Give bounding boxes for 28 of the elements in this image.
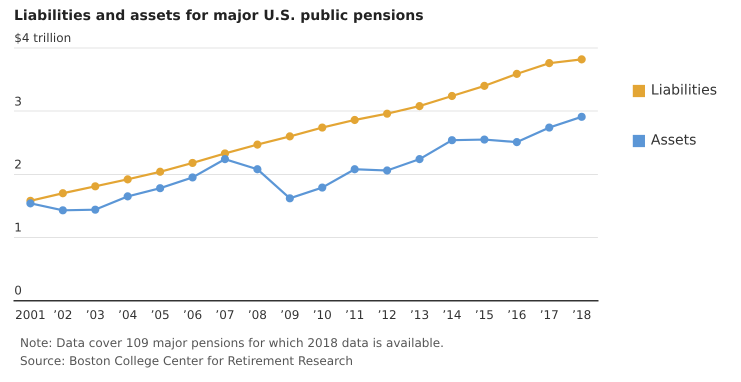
x-tick-label: ’04 bbox=[118, 308, 138, 322]
x-tick-label: ’12 bbox=[378, 308, 397, 322]
text: Note: Data cover 109 major pensions for which 2018 data is available. bbox=[20, 335, 445, 352]
x-tick-label: ’17 bbox=[540, 308, 559, 322]
y-tick-label: 0 bbox=[14, 284, 22, 298]
x-tick-label: 2001 bbox=[15, 308, 46, 322]
x-tick-label: ’14 bbox=[442, 308, 462, 322]
x-tick-label: ’13 bbox=[410, 308, 430, 322]
x-tick-label: ’15 bbox=[474, 308, 494, 322]
x-tick-label: ’07 bbox=[215, 308, 235, 322]
y-tick-label: 3 bbox=[14, 94, 22, 108]
y-tick-label: $4 trillion bbox=[14, 31, 72, 46]
x-tick-label: ’05 bbox=[150, 308, 170, 322]
x-tick-label: ’09 bbox=[280, 308, 300, 322]
y-tick-label: 2 bbox=[14, 157, 22, 172]
legend-label: Assets bbox=[650, 132, 696, 149]
x-tick-label: ’11 bbox=[345, 308, 364, 322]
legend-label: Liabilities bbox=[650, 82, 718, 99]
x-tick-label: ’06 bbox=[183, 308, 202, 322]
x-tick-label: ’02 bbox=[53, 308, 72, 322]
x-tick-label: ’03 bbox=[86, 308, 105, 322]
x-tick-label: ’16 bbox=[507, 308, 526, 322]
x-tick-label: ’08 bbox=[248, 308, 267, 322]
source-note: Source: Boston College Center for Retirement Research bbox=[20, 353, 354, 370]
x-tick-label: ’10 bbox=[312, 308, 332, 322]
x-tick-label: ’18 bbox=[572, 308, 592, 322]
y-tick-label: 1 bbox=[14, 220, 22, 235]
chart-title: Liabilities and assets for major U.S. public pensions bbox=[14, 8, 425, 24]
